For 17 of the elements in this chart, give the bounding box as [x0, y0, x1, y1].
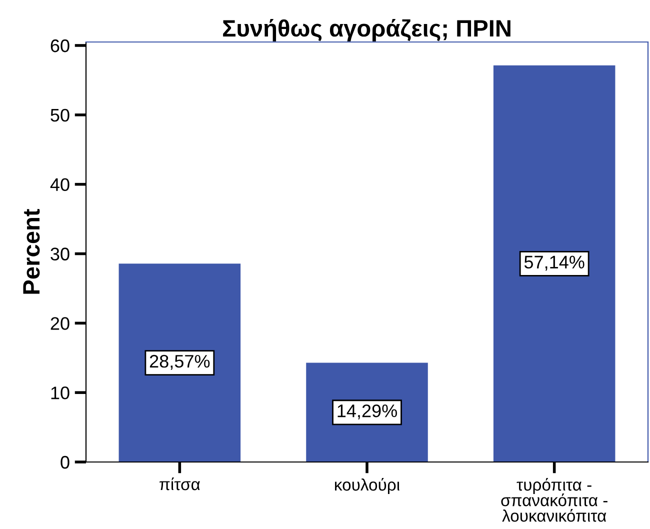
- data-label: 28,57%: [150, 354, 210, 370]
- y-tick-label: 40: [50, 178, 70, 192]
- x-tick-label: τυρόπιτα - σπανακόπιτα - λουκανικόπιτα: [501, 478, 608, 522]
- y-tick-label: 20: [50, 317, 70, 330]
- y-axis-title: Percent: [23, 208, 40, 294]
- bar: [118, 264, 241, 462]
- x-tick-label: πίτσα: [160, 477, 200, 490]
- y-tick-label: 10: [51, 386, 70, 400]
- y-tick-label: 30: [50, 248, 70, 260]
- y-tick-label: 60: [50, 39, 70, 52]
- data-label: 14,29%: [338, 404, 397, 420]
- bar: [493, 65, 616, 462]
- y-tick-label: 0: [60, 456, 70, 469]
- data-label: 57,14%: [524, 256, 584, 271]
- y-tick-label: 50: [50, 108, 70, 122]
- x-tick-label: κουλούρι: [335, 478, 400, 494]
- chart-title: Συνήθως αγοράζεις; ΠΡΙΝ: [223, 19, 510, 42]
